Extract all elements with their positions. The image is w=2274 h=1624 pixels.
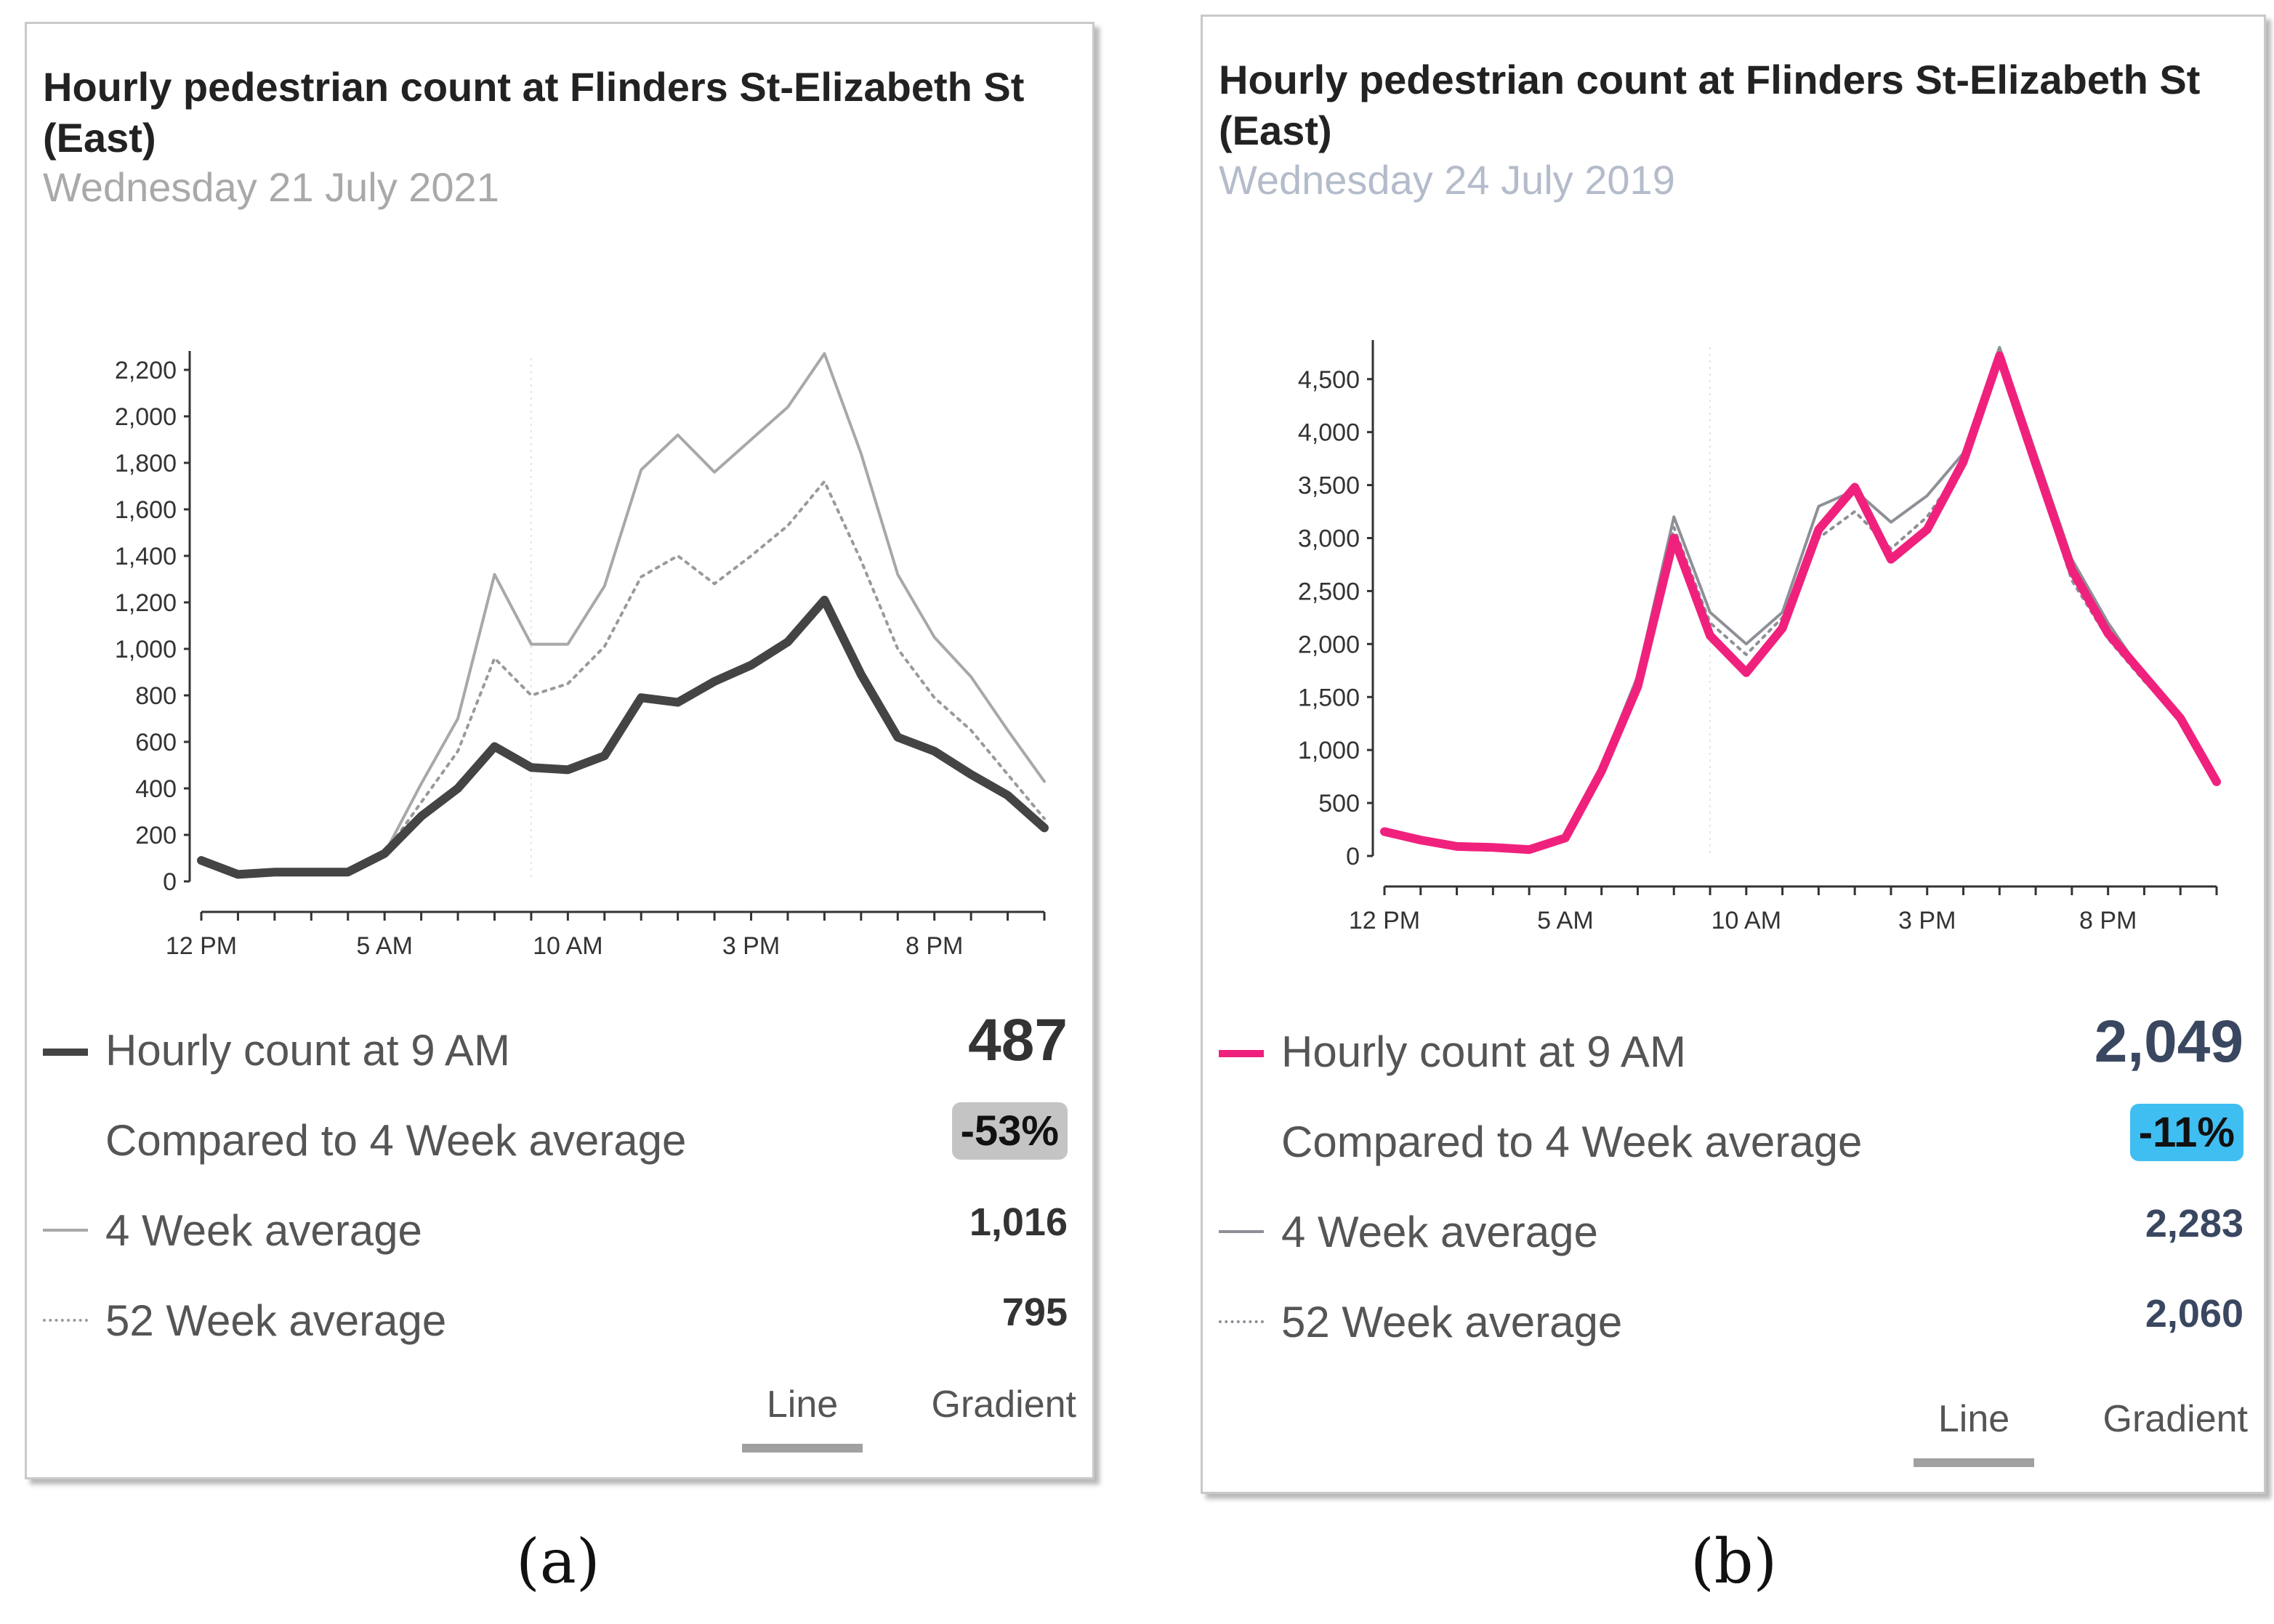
tab-gradient[interactable]: Gradient — [2102, 1398, 2248, 1440]
thin-line-icon — [43, 1229, 88, 1232]
view-tabs: Line Gradient — [742, 1383, 1076, 1463]
x-tick-label: 8 PM — [2079, 907, 2137, 934]
dotted-line-icon — [43, 1319, 88, 1322]
x-tick-label: 12 PM — [1349, 907, 1420, 934]
x-tick-label: 5 AM — [356, 932, 412, 960]
hourly-count-line — [1380, 351, 2221, 855]
x-tick-label: 10 AM — [533, 932, 602, 960]
chart-date: Wednesday 24 July 2019 — [1219, 157, 1675, 203]
y-tick-label: 400 — [135, 775, 177, 803]
tab-gradient[interactable]: Gradient — [931, 1383, 1076, 1426]
view-tabs: Line Gradient — [1914, 1397, 2248, 1477]
line-chart: 0 200 400 600 800 1,000 1,200 1,400 1,600 1,800 2,… — [115, 351, 1049, 960]
legend-label: 4 Week average — [1281, 1208, 1598, 1256]
x-tick-label: 3 PM — [722, 932, 780, 960]
legend-hourly-count: Hourly count at 9 AM 487 — [43, 1007, 1068, 1085]
y-tick-label: 3,500 — [1298, 472, 1360, 500]
legend-label: Hourly count at 9 AM — [1281, 1027, 1686, 1076]
comparison-label: Compared to 4 Week average — [1281, 1118, 1863, 1166]
y-tick-label: 0 — [1346, 843, 1360, 870]
legend-label: 52 Week average — [1281, 1298, 1623, 1346]
active-tab-indicator — [1914, 1458, 2034, 1467]
hourly-count-line — [197, 595, 1049, 879]
legend-comparison: Compared to 4 Week average -11% — [1219, 1104, 2243, 1176]
comparison-label: Compared to 4 Week average — [105, 1116, 687, 1165]
y-tick-label: 0 — [163, 868, 177, 896]
legend-four-week: 4 Week average 1,016 — [43, 1200, 1068, 1265]
legend-label: 52 Week average — [105, 1296, 447, 1345]
panel-caption-a: (a) — [516, 1526, 600, 1597]
y-tick-label: 800 — [135, 682, 177, 710]
hourly-count-value: 487 — [968, 1007, 1068, 1073]
hourly-count-value: 2,049 — [2094, 1009, 2243, 1075]
y-tick-label: 1,000 — [115, 636, 177, 663]
fifty-two-week-value: 795 — [1001, 1290, 1068, 1334]
legend-comparison: Compared to 4 Week average -53% — [43, 1102, 1068, 1175]
y-tick-label: 200 — [135, 822, 177, 849]
active-tab-indicator — [742, 1444, 863, 1453]
x-tick-label: 3 PM — [1898, 907, 1956, 934]
fifty-two-week-average-line — [200, 480, 1046, 875]
x-tick-label: 8 PM — [906, 932, 963, 960]
y-tick-label: 2,200 — [115, 357, 177, 384]
four-week-value: 2,283 — [2145, 1202, 2243, 1245]
y-tick-label: 1,600 — [115, 496, 177, 524]
chart-date: Wednesday 21 July 2021 — [43, 164, 499, 210]
y-tick-label: 1,000 — [1298, 737, 1360, 764]
legend-fifty-two-week: 52 Week average 2,060 — [1219, 1291, 2243, 1357]
y-tick-label: 2,500 — [1298, 578, 1360, 605]
y-tick-label: 500 — [1318, 790, 1360, 817]
dotted-line-icon — [1219, 1320, 1264, 1323]
y-tick-label: 1,800 — [115, 450, 177, 477]
panel-b: Hourly pedestrian count at Flinders St-E… — [1201, 15, 2266, 1494]
y-tick-label: 2,000 — [1298, 631, 1360, 658]
fifty-two-week-value: 2,060 — [2145, 1292, 2243, 1336]
y-tick-label: 1,200 — [115, 589, 177, 617]
legend-hourly-count: Hourly count at 9 AM 2,049 — [1219, 1009, 2243, 1086]
thin-line-icon — [1219, 1230, 1264, 1233]
four-week-value: 1,016 — [969, 1200, 1068, 1244]
percent-change-badge: -11% — [2129, 1104, 2243, 1161]
tab-line[interactable]: Line — [1938, 1398, 2010, 1440]
y-tick-label: 1,500 — [1298, 684, 1360, 711]
y-tick-label: 4,000 — [1298, 419, 1360, 447]
x-tick-label: 5 AM — [1537, 907, 1593, 934]
solid-line-icon — [1219, 1050, 1264, 1057]
chart-title: Hourly pedestrian count at Flinders St-E… — [43, 64, 1025, 161]
legend-four-week: 4 Week average 2,283 — [1219, 1201, 2243, 1267]
legend-fifty-two-week: 52 Week average 795 — [43, 1290, 1068, 1355]
solid-line-icon — [43, 1049, 88, 1056]
chart-title: Hourly pedestrian count at Flinders St-E… — [1219, 57, 2201, 153]
y-tick-label: 1,400 — [115, 543, 177, 570]
line-chart: 0 500 1,000 1,500 2,000 2,500 3,000 3,500 4,000 4… — [1298, 340, 2221, 934]
x-tick-label: 12 PM — [166, 932, 237, 960]
legend-label: 4 Week average — [105, 1206, 422, 1255]
legend-label: Hourly count at 9 AM — [105, 1026, 510, 1075]
panel-a: Hourly pedestrian count at Flinders St-E… — [25, 22, 1094, 1479]
y-tick-label: 4,500 — [1298, 366, 1360, 394]
y-tick-label: 2,000 — [115, 403, 177, 431]
panel-caption-b: (b) — [1690, 1526, 1778, 1597]
tab-line[interactable]: Line — [766, 1383, 839, 1426]
y-tick-label: 600 — [135, 729, 177, 756]
y-tick-label: 3,000 — [1298, 525, 1360, 553]
x-tick-label: 10 AM — [1711, 907, 1781, 934]
percent-change-badge: -53% — [951, 1102, 1068, 1160]
